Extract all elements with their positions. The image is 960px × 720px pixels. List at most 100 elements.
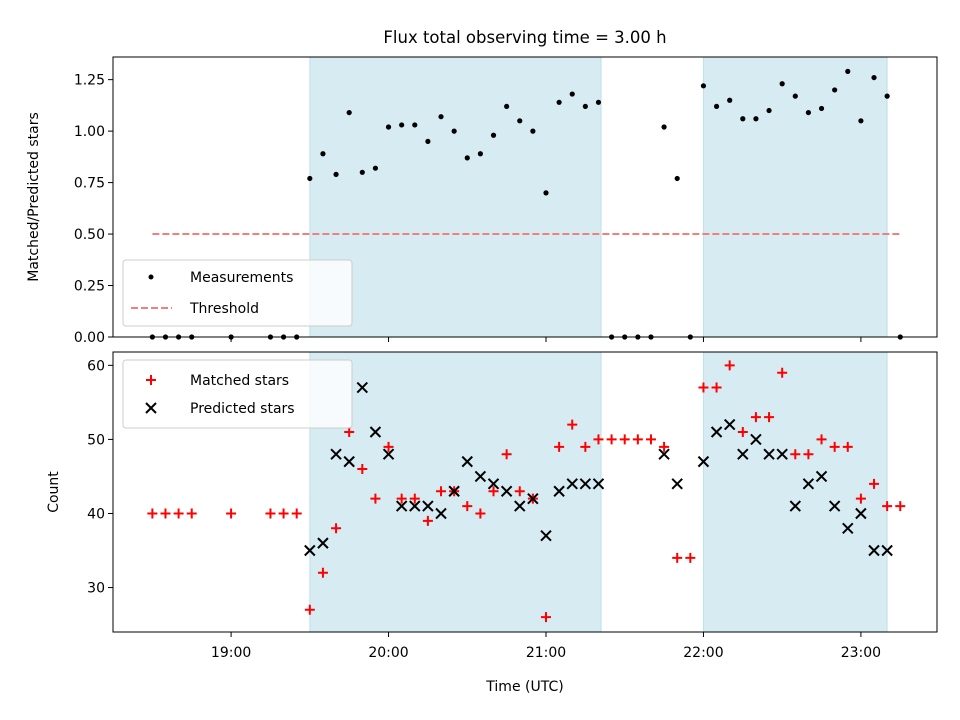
x-tick-label: 23:00 xyxy=(841,645,881,661)
matched-stars-point xyxy=(659,441,670,452)
matched-stars-point xyxy=(698,382,709,393)
predicted-stars-point xyxy=(422,500,434,512)
predicted-stars-point xyxy=(828,500,841,512)
legend-predicted-marker xyxy=(145,402,157,414)
legend-threshold-label: Threshold xyxy=(189,301,259,317)
predicted-stars-point xyxy=(527,492,539,505)
measurements-point xyxy=(740,116,746,122)
matched-stars-point xyxy=(777,367,788,378)
matched-stars-point xyxy=(265,508,276,519)
matched-stars-point xyxy=(882,501,893,512)
predicted-stars-point xyxy=(487,478,500,490)
ratio-legend: Measurements Threshold xyxy=(122,259,353,327)
count-y-axis-label: Count xyxy=(46,471,62,513)
measurements-point xyxy=(451,128,457,134)
predicted-stars-point xyxy=(448,485,460,497)
measurements-point xyxy=(818,105,825,112)
predicted-stars-point xyxy=(776,448,788,460)
matched-stars-point xyxy=(186,508,197,519)
measurements-point xyxy=(543,190,549,196)
matched-stars-point xyxy=(895,501,906,512)
chart-title: Flux total observing time = 3.00 h xyxy=(383,28,666,47)
ratio-y-tick-label: 0.00 xyxy=(74,330,105,346)
measurements-point xyxy=(385,124,392,130)
predicted-stars-point xyxy=(881,544,893,557)
measurements-point xyxy=(766,107,772,114)
measurements-point xyxy=(556,99,562,105)
matched-stars-point xyxy=(750,412,761,423)
matched-stars-point xyxy=(488,486,499,497)
matched-stars-point xyxy=(816,434,827,445)
ratio-y-tick-label: 0.50 xyxy=(74,227,105,243)
matched-stars-point xyxy=(173,508,184,519)
measurements-point xyxy=(871,74,877,81)
matched-stars-point xyxy=(396,493,407,504)
measurements-point xyxy=(412,122,418,128)
matched-stars-point xyxy=(764,412,775,423)
matched-stars-point xyxy=(855,493,866,504)
measurements-point xyxy=(779,81,785,87)
matched-stars-point xyxy=(567,419,578,430)
predicted-stars-point xyxy=(671,478,683,490)
predicted-stars-point xyxy=(842,522,854,535)
predicted-stars-point xyxy=(304,544,316,557)
count-axes-frame xyxy=(112,351,938,633)
measurements-point xyxy=(464,155,470,161)
predicted-stars-point xyxy=(579,478,592,490)
x-tick-label: 19:00 xyxy=(211,645,251,661)
predicted-stars-point xyxy=(461,455,473,468)
measurements-point xyxy=(884,93,890,99)
measurements-point xyxy=(438,114,444,120)
matched-stars-point xyxy=(357,464,368,475)
matched-stars-point xyxy=(514,486,525,497)
matched-stars-point xyxy=(540,612,551,623)
measurements-point xyxy=(845,68,851,75)
matched-stars-point xyxy=(331,523,342,534)
predicted-stars-point xyxy=(763,448,775,460)
predicted-stars-point xyxy=(723,418,736,431)
matched-stars-point xyxy=(422,515,433,526)
matched-stars-point xyxy=(383,441,394,452)
measurements-point xyxy=(792,93,798,99)
matched-stars-point xyxy=(842,441,853,452)
matched-stars-point xyxy=(580,441,591,452)
measurements-point xyxy=(727,97,733,103)
measurements-point xyxy=(530,128,536,134)
predicted-stars-point xyxy=(356,381,369,394)
predicted-stars-point xyxy=(317,537,329,549)
count-legend: Matched stars Predicted stars xyxy=(122,359,353,429)
matched-stars-point xyxy=(304,604,315,615)
matched-stars-point xyxy=(711,382,722,393)
matched-stars-point xyxy=(147,508,158,519)
ratio-axes-frame xyxy=(112,56,938,338)
measurements-point xyxy=(805,109,812,116)
legend-measurements-marker xyxy=(148,274,154,280)
predicted-stars-point xyxy=(500,485,513,497)
matched-stars-point xyxy=(829,441,840,452)
matched-stars-point xyxy=(554,441,565,452)
measurements-point xyxy=(661,124,667,130)
measurements-point xyxy=(359,169,365,175)
measurements-point xyxy=(320,151,326,157)
predicted-stars-point xyxy=(868,544,880,557)
predicted-stars-point xyxy=(330,448,342,460)
matched-stars-point xyxy=(672,552,683,563)
predicted-stars-point xyxy=(789,500,802,512)
matched-stars-point xyxy=(869,478,880,489)
measurements-point xyxy=(517,118,523,124)
predicted-stars-point xyxy=(343,455,355,468)
predicted-stars-point xyxy=(540,529,552,542)
matched-stars-point xyxy=(317,567,328,578)
measurements-point xyxy=(858,118,864,124)
matched-stars-point xyxy=(462,501,473,512)
legend-predicted-label: Predicted stars xyxy=(190,401,295,417)
x-axis-label: Time (UTC) xyxy=(485,679,563,695)
legend-measurements-label: Measurements xyxy=(190,270,293,286)
measurements-point xyxy=(333,171,339,177)
legend-matched-label: Matched stars xyxy=(190,373,289,389)
measurements-point xyxy=(700,83,707,89)
measurements-point xyxy=(753,116,759,122)
predicted-stars-point xyxy=(750,433,762,446)
predicted-stars-point xyxy=(395,500,408,512)
count-y-tick-label: 30 xyxy=(87,581,105,597)
